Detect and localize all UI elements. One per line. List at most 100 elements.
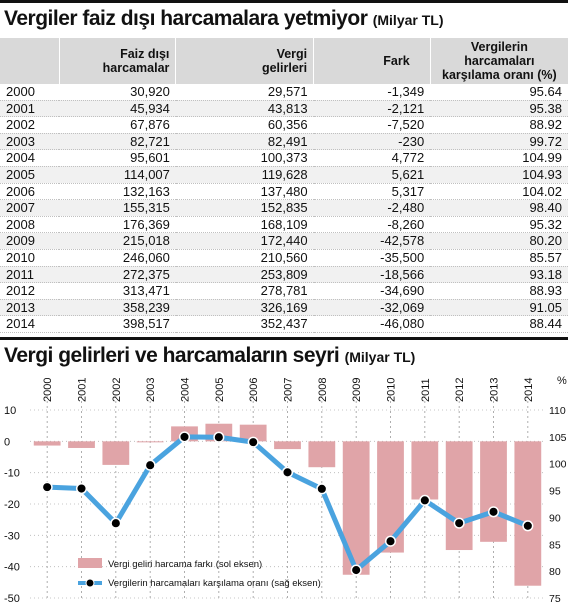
table-row: 2007 155,315 152,835 -2,480 98.40	[0, 199, 568, 217]
cell-revenue: 119,628	[175, 166, 314, 184]
bar	[342, 441, 370, 575]
left-axis-tick: 10	[4, 405, 16, 417]
bar	[68, 441, 95, 448]
cell-year: 2000	[0, 84, 60, 101]
cell-expenditure: 246,060	[59, 249, 176, 267]
table-body: 2000 30,920 29,571 -1,349 95.64 2001 45,934 43,…	[0, 84, 568, 333]
ratio-point	[487, 506, 500, 518]
cell-expenditure: 155,315	[59, 199, 176, 217]
cell-year: 2013	[0, 299, 60, 317]
cell-expenditure: 398,517	[59, 315, 176, 333]
right-axis-tick: 80	[549, 566, 561, 578]
cell-difference: -2,480	[313, 199, 431, 217]
header-year	[0, 38, 60, 84]
cell-year: 2004	[0, 149, 60, 167]
cell-ratio: 88.92	[430, 116, 568, 134]
cell-revenue: 152,835	[175, 199, 314, 217]
cell-revenue: 326,169	[175, 299, 314, 317]
left-axis-tick: -50	[4, 593, 20, 605]
cell-year: 2005	[0, 166, 60, 184]
header-revenue: Vergi gelirleri	[175, 38, 315, 84]
x-tick-label: 2000	[42, 378, 54, 402]
cell-expenditure: 358,239	[59, 299, 176, 317]
data-table: Faiz dışı harcamalar Vergi gelirleri Far…	[0, 38, 568, 333]
table-row: 2009 215,018 172,440 -42,578 80.20	[0, 232, 568, 250]
cell-expenditure: 313,471	[59, 282, 176, 300]
cell-ratio: 93.18	[430, 266, 568, 284]
x-tick-label: 2003	[145, 378, 157, 402]
ratio-point	[350, 564, 362, 576]
right-axis-tick: 105	[549, 432, 567, 444]
ratio-point	[384, 535, 397, 547]
header-revenue-line2: gelirleri	[261, 61, 308, 75]
cell-difference: 5,621	[313, 166, 431, 184]
bar	[411, 441, 439, 500]
right-axis-tick: 90	[549, 512, 561, 524]
cell-revenue: 29,571	[175, 84, 314, 101]
x-tick-label: 2006	[248, 378, 260, 402]
cell-expenditure: 176,369	[59, 216, 176, 234]
table-row: 2011 272,375 253,809 -18,566 93.18	[0, 266, 568, 284]
cell-expenditure: 30,920	[59, 84, 176, 101]
table-row: 2013 358,239 326,169 -32,069 91.05	[0, 299, 568, 317]
cell-difference: -1,349	[313, 84, 431, 101]
table-row: 2002 67,876 60,356 -7,520 88.92	[0, 116, 568, 134]
ratio-point	[110, 517, 122, 529]
x-tick-label: 2009	[351, 378, 363, 402]
cell-year: 2014	[0, 315, 60, 333]
table-title: Vergiler faiz dışı harcamalara yetmiyor …	[4, 7, 444, 31]
ratio-point	[213, 431, 225, 443]
table-row: 2000 30,920 29,571 -1,349 95.64	[0, 84, 568, 101]
table-row: 2003 82,721 82,491 -230 99.72	[0, 133, 568, 151]
header-revenue-line1: Vergi	[276, 47, 308, 61]
chart-title-text: Vergi gelirleri ve harcamaların seyri	[4, 344, 340, 367]
cell-revenue: 253,809	[175, 266, 314, 284]
cell-expenditure: 132,163	[59, 183, 176, 201]
header-expenditure-line1: Faiz dışı	[120, 47, 170, 61]
cell-difference: -230	[313, 133, 431, 151]
bar	[514, 441, 542, 586]
header-expenditure: Faiz dışı harcamalar	[59, 38, 177, 84]
table-header-row: Faiz dışı harcamalar Vergi gelirleri Far…	[0, 38, 568, 84]
cell-ratio: 104.99	[430, 149, 568, 167]
cell-year: 2012	[0, 282, 60, 300]
ratio-point	[316, 483, 328, 495]
left-axis-tick: -20	[4, 499, 20, 511]
left-axis-tick: -40	[4, 562, 20, 574]
left-axis-tick: 0	[4, 436, 10, 448]
table-row: 2001 45,934 43,813 -2,121 95.38	[0, 100, 568, 118]
cell-year: 2010	[0, 249, 60, 267]
cell-ratio: 85.57	[430, 249, 568, 267]
right-axis-tick: 95	[549, 486, 561, 498]
table-unit: (Milyar TL)	[372, 12, 444, 28]
cell-revenue: 137,480	[175, 183, 314, 201]
ratio-point	[178, 431, 191, 443]
cell-revenue: 43,813	[175, 100, 314, 118]
table-row: 2005 114,007 119,628 5,621 104.93	[0, 166, 568, 184]
cell-ratio: 104.02	[430, 183, 568, 201]
ratio-point	[453, 517, 465, 529]
cell-year: 2001	[0, 100, 60, 118]
x-tick-label: 2010	[386, 378, 398, 402]
header-expenditure-line2: harcamalar	[102, 61, 170, 75]
cell-ratio: 95.32	[430, 216, 568, 234]
header-difference: Fark	[313, 38, 431, 84]
chart-title: Vergi gelirleri ve harcamaların seyri (M…	[4, 344, 415, 368]
ratio-point	[144, 459, 156, 471]
cell-revenue: 168,109	[175, 216, 314, 234]
x-tick-label: 2014	[523, 378, 535, 402]
bar	[274, 441, 301, 450]
cell-expenditure: 67,876	[59, 116, 176, 134]
chart-title-bar: Vergi gelirleri ve harcamaların seyri (M…	[0, 337, 568, 370]
cell-expenditure: 272,375	[59, 266, 176, 284]
cell-difference: -34,690	[313, 282, 431, 300]
bar	[102, 441, 130, 465]
legend-label-line: Vergilerin harcamaları karşılama oranı (…	[108, 578, 321, 589]
cell-revenue: 352,437	[175, 315, 314, 333]
cell-revenue: 210,560	[175, 249, 314, 267]
right-axis-label: %	[557, 375, 567, 387]
cell-difference: 4,772	[313, 149, 431, 167]
header-ratio-line2: karşılama oranı (%)	[442, 68, 557, 82]
bar	[480, 441, 507, 542]
cell-year: 2006	[0, 183, 60, 201]
